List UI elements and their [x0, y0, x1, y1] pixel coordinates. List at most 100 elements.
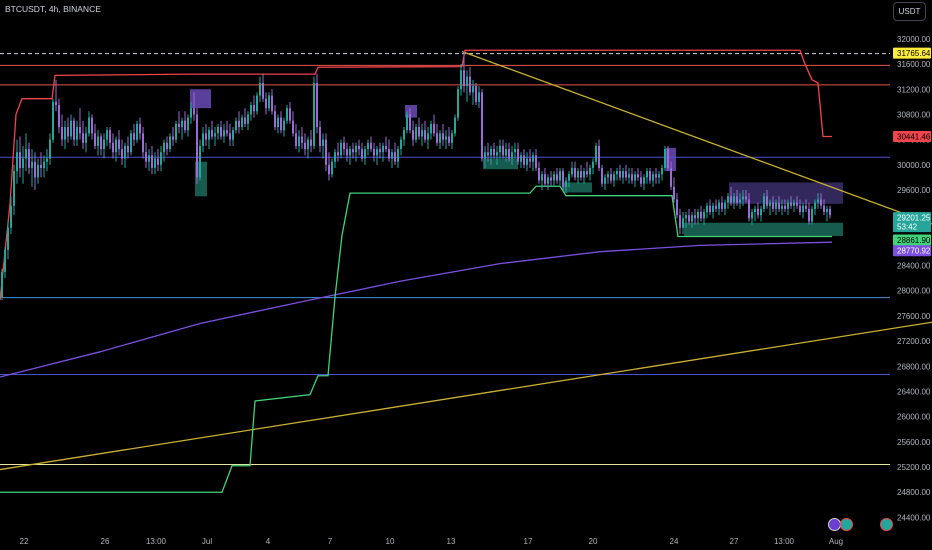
candle-167	[502, 139, 504, 159]
candle-body	[22, 158, 24, 168]
candle-139	[418, 117, 420, 140]
candle-126	[379, 142, 381, 159]
candle-body	[433, 123, 435, 134]
candle-40	[121, 139, 123, 165]
candle-69	[208, 127, 210, 150]
y-tick-label: 30800.00	[897, 110, 931, 119]
calendar-icon[interactable]	[880, 518, 893, 531]
candle-body	[466, 76, 468, 87]
y-tick-label: 26800.00	[897, 362, 931, 371]
candle-174	[523, 149, 525, 168]
candle-201	[604, 174, 606, 190]
candle-100	[301, 127, 303, 150]
candle-body	[598, 145, 600, 168]
candle-body	[403, 130, 405, 140]
candle-body	[295, 133, 297, 146]
candle-17	[52, 98, 54, 143]
candle-body	[379, 149, 381, 153]
candle-182	[547, 174, 549, 190]
candle-241	[724, 199, 726, 216]
candle-111	[334, 149, 336, 168]
candle-body	[418, 127, 420, 137]
candle-body	[814, 202, 816, 209]
candle-body	[784, 205, 786, 209]
candle-54	[163, 139, 165, 162]
candle-118	[355, 142, 357, 162]
candle-189	[568, 171, 570, 187]
candle-body	[505, 149, 507, 156]
x-tick-label: 7	[328, 537, 333, 546]
candle-98	[295, 123, 297, 150]
candle-body	[790, 202, 792, 206]
x-tick-label: 13	[447, 537, 456, 546]
candle-body	[64, 127, 66, 140]
candle-77	[232, 127, 234, 146]
candle-240	[721, 196, 723, 213]
y-tick-label: 32000.00	[897, 35, 931, 44]
candle-body	[643, 177, 645, 184]
price-axis: 24400.00 24800.00 25200.00 25600.00 26000.00…	[897, 35, 931, 523]
candle-body	[538, 167, 540, 181]
candle-90	[271, 89, 273, 115]
candle-74	[223, 123, 225, 143]
moving-average-line	[0, 241, 833, 378]
candle-266	[799, 199, 801, 216]
candle-231	[694, 208, 696, 225]
candle-57	[172, 127, 174, 146]
candle-body	[667, 149, 669, 168]
candle-body	[691, 215, 693, 222]
candle-106	[319, 120, 321, 153]
candle-body	[151, 155, 153, 168]
candle-0	[1, 268, 3, 301]
candle-198	[595, 142, 597, 165]
candle-109	[328, 152, 330, 181]
candle-46	[139, 117, 141, 140]
candle-193	[580, 164, 582, 181]
candle-62	[187, 114, 189, 137]
candle-body	[727, 196, 729, 203]
price-label-bg	[893, 245, 931, 257]
candle-body	[610, 174, 612, 181]
currency-button[interactable]: USDT	[893, 2, 926, 21]
flag-icon[interactable]	[840, 518, 853, 531]
candle-132	[397, 145, 399, 168]
candle-25	[76, 120, 78, 146]
candle-body	[454, 117, 456, 134]
candle-122	[367, 139, 369, 156]
candle-body	[127, 145, 129, 153]
candle-body	[613, 174, 615, 181]
candle-body	[517, 149, 519, 162]
candle-133	[400, 136, 402, 156]
y-tick-label: 24800.00	[897, 488, 931, 497]
candle-255	[766, 190, 768, 209]
candle-body	[256, 95, 258, 112]
x-tick-label: 22	[20, 537, 29, 546]
candle-body	[592, 161, 594, 168]
candle-228	[685, 212, 687, 228]
candle-body	[178, 123, 180, 128]
candle-body	[469, 76, 471, 93]
candle-152	[457, 86, 459, 121]
candle-body	[547, 177, 549, 184]
price-label-bg	[893, 212, 931, 233]
candle-205	[616, 167, 618, 181]
candle-body	[502, 145, 504, 156]
candle-body	[655, 174, 657, 178]
candle-body	[637, 174, 639, 178]
candle-body	[40, 164, 42, 168]
candle-body	[175, 123, 177, 140]
candle-14	[43, 155, 45, 178]
candle-88	[265, 92, 267, 115]
y-tick-label: 25200.00	[897, 463, 931, 472]
candle-265	[796, 196, 798, 209]
candle-body	[274, 111, 276, 128]
y-tick-label: 31600.00	[897, 60, 931, 69]
candle-194	[583, 167, 585, 184]
candle-60	[181, 117, 183, 140]
trend-lines-layer	[0, 50, 932, 471]
candle-body	[487, 152, 489, 156]
candle-261	[784, 199, 786, 213]
candle-207	[622, 167, 624, 184]
candle-body	[265, 98, 267, 109]
